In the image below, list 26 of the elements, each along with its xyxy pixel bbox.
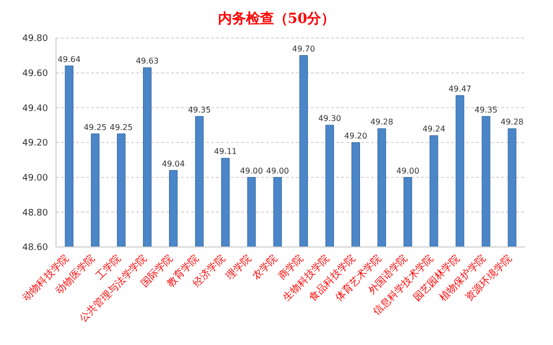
data-label: 49.63 xyxy=(136,56,159,66)
y-tick-label: 49.40 xyxy=(22,104,48,114)
data-label: 49.30 xyxy=(318,114,342,124)
y-tick-label: 49.00 xyxy=(22,174,48,184)
y-tick-label: 48.80 xyxy=(22,208,48,218)
chart-title: 内务检查（50分） xyxy=(216,10,336,29)
y-tick-label: 49.60 xyxy=(22,69,48,80)
data-label: 49.20 xyxy=(344,132,368,140)
data-label: 49.00 xyxy=(396,166,420,176)
y-tick-label: 48.60 xyxy=(22,243,48,254)
data-label: 49.00 xyxy=(240,166,263,176)
data-label: 49.25 xyxy=(84,122,107,132)
data-label: 49.35 xyxy=(474,105,498,114)
data-label: 49.04 xyxy=(162,159,185,168)
data-label: 49.25 xyxy=(110,122,133,132)
data-label: 49.28 xyxy=(500,118,524,127)
data-label: 49.35 xyxy=(188,105,211,114)
y-tick-label: 49.20 xyxy=(22,138,48,149)
data-label: 49.00 xyxy=(266,166,290,176)
data-label: 49.28 xyxy=(370,118,394,127)
data-label: 49.70 xyxy=(292,44,316,54)
y-tick-label: 49.80 xyxy=(22,34,48,44)
data-label: 49.11 xyxy=(214,147,237,156)
data-label: 49.47 xyxy=(448,84,472,94)
data-label: 49.64 xyxy=(58,54,81,64)
data-label: 49.24 xyxy=(422,124,446,134)
